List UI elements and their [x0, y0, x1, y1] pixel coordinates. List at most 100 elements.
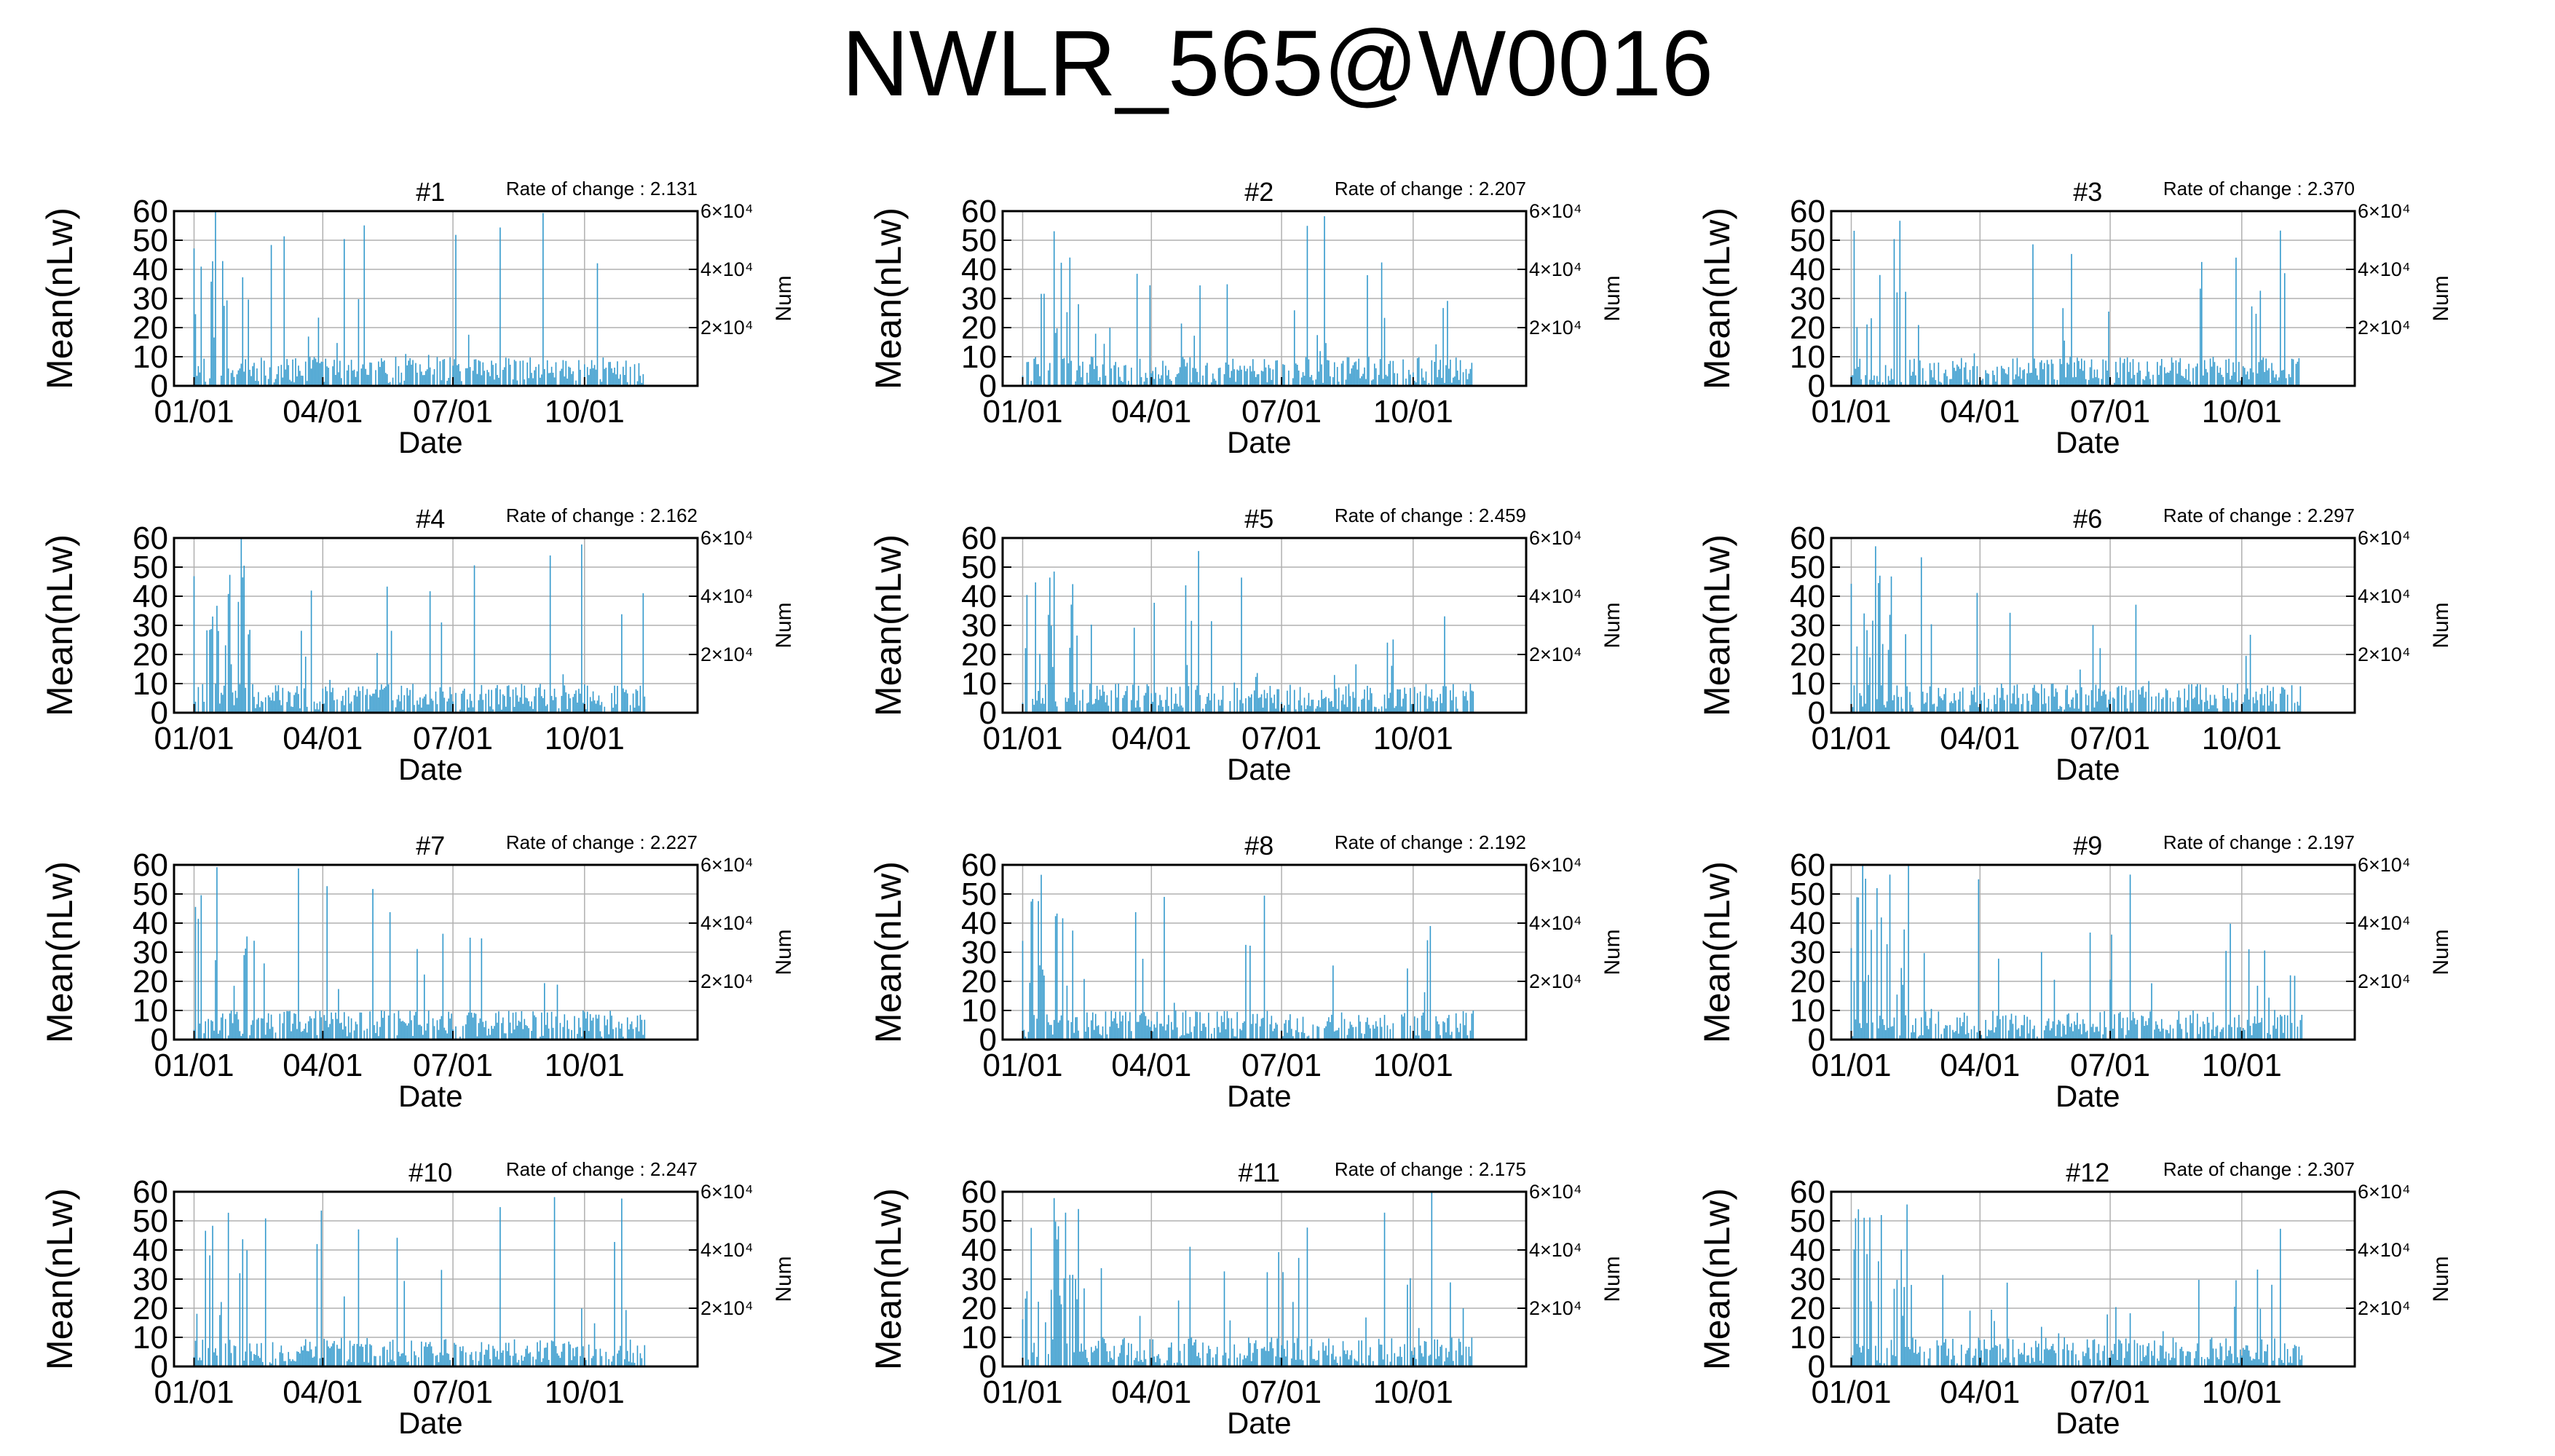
y2-axis-label: Num [772, 275, 796, 321]
rate-of-change: Rate of change : 2.370 [2163, 178, 2355, 199]
y2-tick-label: 2×10⁴ [2358, 644, 2410, 665]
x-tick-label: 10/01 [1373, 394, 1453, 430]
rate-of-change: Rate of change : 2.227 [506, 831, 698, 853]
y-tick-label: 40 [1790, 252, 1825, 288]
y-tick-label: 30 [133, 608, 168, 644]
y-tick-label: 20 [133, 637, 168, 673]
x-tick-label: 10/01 [1373, 721, 1453, 756]
x-tick-label: 10/01 [545, 394, 625, 430]
y2-tick-label: 4×10⁴ [1529, 585, 1581, 607]
y-tick-label: 60 [1790, 194, 1825, 229]
y-axis-label: Mean(nLw) [1697, 861, 1737, 1043]
y2-axis-label: Num [2429, 602, 2453, 648]
y-tick-label: 0 [151, 695, 168, 731]
y2-tick-label: 6×10⁴ [2358, 200, 2410, 222]
y-tick-label: 60 [961, 194, 997, 229]
rate-of-change: Rate of change : 2.197 [2163, 831, 2355, 853]
y-tick-label: 40 [133, 906, 168, 941]
panel-title: #12 [2066, 1158, 2109, 1187]
x-tick-label: 01/01 [982, 1374, 1062, 1410]
x-tick-label: 10/01 [2202, 394, 2282, 430]
panel-title: #6 [2073, 504, 2102, 534]
x-tick-label: 10/01 [2202, 1374, 2282, 1410]
y-tick-label: 10 [133, 993, 168, 1029]
y-tick-label: 30 [133, 281, 168, 317]
y-tick-label: 20 [961, 310, 997, 346]
y-tick-label: 30 [961, 1262, 997, 1297]
y2-tick-label: 2×10⁴ [700, 317, 753, 339]
x-tick-label: 07/01 [1241, 721, 1322, 756]
y-tick-label: 40 [961, 1233, 997, 1268]
y-axis-label: Mean(nLw) [1697, 207, 1737, 389]
y2-tick-label: 4×10⁴ [2358, 585, 2410, 607]
y-tick-label: 20 [1790, 964, 1825, 1000]
x-tick-label: 10/01 [545, 721, 625, 756]
y-tick-label: 30 [961, 608, 997, 644]
y2-tick-label: 4×10⁴ [2358, 1239, 2410, 1261]
y-tick-label: 10 [961, 1320, 997, 1356]
panel-title: #9 [2073, 831, 2102, 860]
y-tick-label: 0 [151, 1022, 168, 1058]
x-tick-label: 10/01 [2202, 721, 2282, 756]
y-tick-label: 10 [133, 339, 168, 375]
y-tick-label: 10 [961, 993, 997, 1029]
y-tick-label: 0 [151, 368, 168, 404]
rate-of-change: Rate of change : 2.207 [1335, 178, 1526, 199]
y-tick-label: 20 [961, 964, 997, 1000]
x-tick-label: 01/01 [1811, 394, 1891, 430]
y-tick-label: 30 [1790, 935, 1825, 970]
y-tick-label: 40 [1790, 579, 1825, 614]
panel-title: #4 [416, 504, 445, 534]
y-tick-label: 60 [133, 847, 168, 883]
y-tick-label: 30 [133, 935, 168, 970]
y-tick-label: 0 [1808, 1022, 1825, 1058]
y-tick-label: 0 [1808, 1349, 1825, 1385]
y-tick-label: 20 [961, 637, 997, 673]
y-tick-label: 10 [1790, 339, 1825, 375]
y-tick-label: 40 [133, 252, 168, 288]
x-tick-label: 01/01 [982, 1048, 1062, 1083]
x-axis-label: Date [2056, 752, 2120, 786]
x-axis-label: Date [1227, 1406, 1292, 1440]
y-tick-label: 30 [1790, 1262, 1825, 1297]
y2-tick-label: 6×10⁴ [700, 527, 753, 549]
y-tick-label: 30 [1790, 281, 1825, 317]
y-axis-label: Mean(nLw) [868, 1188, 909, 1370]
y-tick-label: 60 [961, 521, 997, 556]
x-tick-label: 04/01 [1111, 721, 1191, 756]
y2-tick-label: 6×10⁴ [2358, 854, 2410, 876]
x-tick-label: 10/01 [2202, 1048, 2282, 1083]
x-tick-label: 04/01 [1940, 394, 2020, 430]
panel-title: #5 [1244, 504, 1273, 534]
y-tick-label: 0 [979, 368, 997, 404]
y2-tick-label: 2×10⁴ [1529, 644, 1581, 665]
figure-title: NWLR_565@W0016 [841, 12, 1714, 116]
y-tick-label: 40 [961, 906, 997, 941]
y2-tick-label: 2×10⁴ [2358, 317, 2410, 339]
x-tick-label: 07/01 [413, 1048, 493, 1083]
y-tick-label: 0 [979, 1022, 997, 1058]
x-tick-label: 01/01 [154, 1374, 234, 1410]
y-tick-label: 30 [961, 935, 997, 970]
x-tick-label: 01/01 [154, 1048, 234, 1083]
y-axis-label: Mean(nLw) [39, 534, 80, 716]
y2-tick-label: 6×10⁴ [2358, 1181, 2410, 1203]
y2-axis-label: Num [2429, 929, 2453, 975]
y-tick-label: 40 [1790, 906, 1825, 941]
panel-title: #10 [408, 1158, 452, 1187]
x-axis-label: Date [1227, 1079, 1292, 1113]
rate-of-change: Rate of change : 2.247 [506, 1158, 698, 1180]
x-tick-label: 01/01 [982, 394, 1062, 430]
y2-tick-label: 4×10⁴ [700, 585, 753, 607]
x-axis-label: Date [2056, 1406, 2120, 1440]
rate-of-change: Rate of change : 2.131 [506, 178, 698, 199]
y-tick-label: 20 [1790, 637, 1825, 673]
x-tick-label: 10/01 [545, 1374, 625, 1410]
y-tick-label: 50 [1790, 223, 1825, 258]
y-tick-label: 10 [1790, 993, 1825, 1029]
x-tick-label: 01/01 [154, 394, 234, 430]
y-axis-label: Mean(nLw) [868, 534, 909, 716]
y-tick-label: 10 [961, 339, 997, 375]
y2-axis-label: Num [1600, 275, 1624, 321]
